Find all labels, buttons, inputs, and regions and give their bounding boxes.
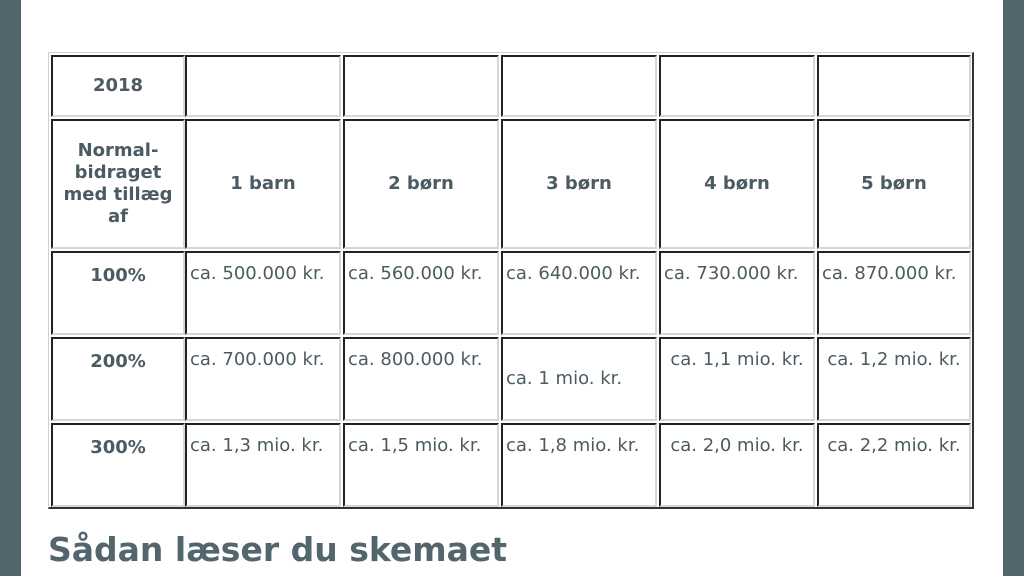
cell-text: ca. 1 mio. kr. xyxy=(506,368,623,389)
value-cell: ca. 700.000 kr. xyxy=(185,337,341,421)
empty-cell xyxy=(343,55,499,117)
value-cell: ca. 560.000 kr. xyxy=(343,251,499,335)
cell-text: ca. 800.000 kr. xyxy=(348,349,483,370)
cell-text: 300% xyxy=(90,437,146,458)
value-cell: ca. 640.000 kr. xyxy=(501,251,657,335)
cell-text: ca. 2,0 mio. kr. xyxy=(670,435,804,456)
cell-text: ca. 1,2 mio. kr. xyxy=(827,349,961,370)
left-border-bar xyxy=(0,0,21,576)
value-cell: ca. 800.000 kr. xyxy=(343,337,499,421)
cell-text: 3 børn xyxy=(546,173,612,194)
value-cell: ca. 1,1 mio. kr. xyxy=(659,337,815,421)
cell-text: 5 børn xyxy=(861,173,927,194)
cell-text: 1 barn xyxy=(230,173,296,194)
value-cell: ca. 870.000 kr. xyxy=(817,251,971,335)
child-support-table: 2018 Normal-bidraget med tillæg af 1 barn 2… xyxy=(48,52,974,509)
value-cell: ca. 1 mio. kr. xyxy=(501,337,657,421)
value-cell: ca. 1,8 mio. kr. xyxy=(501,423,657,507)
value-cell: ca. 500.000 kr. xyxy=(185,251,341,335)
cell-text: 2 børn xyxy=(388,173,454,194)
value-cell: ca. 730.000 kr. xyxy=(659,251,815,335)
row-label: 300% xyxy=(51,423,185,507)
cell-text: ca. 2,2 mio. kr. xyxy=(827,435,961,456)
right-border-bar xyxy=(1003,0,1024,576)
row-label: 100% xyxy=(51,251,185,335)
empty-cell xyxy=(185,55,341,117)
cell-text: ca. 500.000 kr. xyxy=(190,263,325,284)
cell-text: ca. 870.000 kr. xyxy=(822,263,957,284)
year-cell: 2018 xyxy=(51,55,185,117)
cell-text: 2018 xyxy=(92,75,144,96)
row-header-cell: Normal-bidraget med tillæg af xyxy=(51,119,185,249)
cell-text: ca. 1,8 mio. kr. xyxy=(506,435,640,456)
value-cell: ca. 2,2 mio. kr. xyxy=(817,423,971,507)
cell-text: ca. 560.000 kr. xyxy=(348,263,483,284)
cell-text: 100% xyxy=(90,265,146,286)
empty-cell xyxy=(501,55,657,117)
cell-text: ca. 700.000 kr. xyxy=(190,349,325,370)
cell-text: ca. 640.000 kr. xyxy=(506,263,641,284)
row-label: 200% xyxy=(51,337,185,421)
empty-cell xyxy=(817,55,971,117)
cell-text: 200% xyxy=(90,351,146,372)
value-cell: ca. 1,2 mio. kr. xyxy=(817,337,971,421)
value-cell: ca. 1,5 mio. kr. xyxy=(343,423,499,507)
empty-cell xyxy=(659,55,815,117)
section-heading: Sådan læser du skemaet xyxy=(48,530,508,569)
column-header: 2 børn xyxy=(343,119,499,249)
cell-text: ca. 1,5 mio. kr. xyxy=(348,435,482,456)
column-header: 1 barn xyxy=(185,119,341,249)
value-cell: ca. 2,0 mio. kr. xyxy=(659,423,815,507)
cell-text: ca. 730.000 kr. xyxy=(664,263,799,284)
value-cell: ca. 1,3 mio. kr. xyxy=(185,423,341,507)
cell-text: ca. 1,1 mio. kr. xyxy=(670,349,804,370)
column-header: 4 børn xyxy=(659,119,815,249)
column-header: 3 børn xyxy=(501,119,657,249)
cell-text: Normal-bidraget med tillæg af xyxy=(63,140,173,227)
column-header: 5 børn xyxy=(817,119,971,249)
cell-text: ca. 1,3 mio. kr. xyxy=(190,435,324,456)
cell-text: 4 børn xyxy=(704,173,770,194)
